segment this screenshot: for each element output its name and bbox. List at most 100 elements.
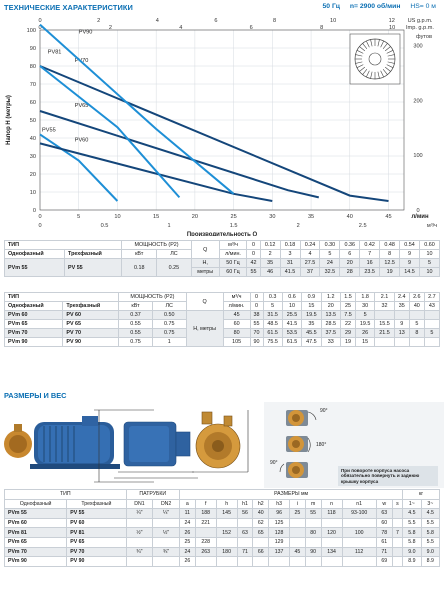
- feet-tick-label: 0: [416, 208, 419, 214]
- head-value: 15.5: [374, 319, 395, 329]
- dn1-value: ¼": [125, 508, 154, 519]
- dim-col-header: h: [215, 498, 238, 510]
- series-label-pv90: PV90: [79, 30, 93, 36]
- dn1-value: [125, 556, 154, 567]
- model-three: PV 60: [66, 517, 127, 529]
- dim-value: 78: [375, 527, 393, 538]
- q-lmin-value: 10: [281, 301, 303, 311]
- feet-tick-label: 200: [413, 98, 422, 104]
- dn2-value: ¾": [152, 546, 180, 558]
- y-tick-label: 40: [30, 136, 36, 142]
- impeller-icon: [349, 33, 401, 85]
- x-axis-title: Производительность Q: [187, 232, 258, 236]
- m3h-tick-label: 2: [297, 223, 300, 229]
- head-value: 105: [222, 337, 251, 347]
- q-header: Q: [185, 292, 224, 311]
- plot-frame: [39, 29, 405, 211]
- impeller-vane: [382, 68, 388, 75]
- dim-value: 137: [268, 546, 291, 558]
- model-single: PVm 60: [3, 517, 68, 529]
- head-value: 28.5: [320, 319, 341, 329]
- y-tick-label: 100: [27, 28, 36, 34]
- dim-value: 60: [375, 517, 393, 529]
- dim-value: 129: [268, 536, 291, 548]
- usgpm-tick-label: 4: [156, 18, 159, 24]
- dim-value: [215, 556, 238, 567]
- head-value: 8: [408, 328, 425, 338]
- dim-value: 125: [268, 517, 291, 529]
- series-label-pv81: PV81: [48, 49, 62, 55]
- q-m3h-value: 0.30: [319, 240, 341, 250]
- dim-value: [304, 517, 322, 529]
- q-lmin-value: 2: [259, 249, 281, 259]
- dim-value: 25: [289, 508, 306, 519]
- power-hp: 1: [151, 337, 187, 347]
- head-60hz: 32.5: [319, 267, 341, 277]
- impeller-vane: [380, 40, 384, 48]
- head-60hz: 55: [246, 267, 261, 277]
- x-tick-label: 15: [153, 214, 159, 220]
- type-header: ТИП: [3, 292, 120, 302]
- usgpm-tick-label: 0: [38, 18, 41, 24]
- head-60hz: 14.5: [399, 267, 420, 277]
- model-three: PV 55: [66, 508, 127, 519]
- impeller-vane: [384, 46, 391, 52]
- dim-value: 55: [304, 508, 322, 519]
- dim-value: [320, 536, 343, 548]
- head-value: 13.5: [320, 310, 341, 320]
- dim-value: 71: [375, 546, 393, 558]
- dimensions-table: ТИП ПАТРУБКИ РАЗМЕРЫ мм кг Однофазный Трехфаз…: [3, 489, 441, 567]
- page-header: ТЕХНИЧЕСКИЕ ХАРАКТЕРИСТИКИ 50 Гц n= 2900…: [4, 2, 440, 14]
- dim-value: 112: [341, 546, 377, 558]
- rotation-pump-bottom: [286, 462, 308, 478]
- h-label: H,: [190, 258, 220, 268]
- impeller-vane: [370, 71, 373, 79]
- table-row: PVm 60 PV 60 0.37 0.50 H, метры 45 38 31.5 25.5 1…: [3, 310, 441, 347]
- head-value: 61.5: [262, 328, 283, 338]
- head-value: 5: [408, 319, 425, 329]
- dim-col-header: i: [289, 498, 306, 510]
- model-single: PVm 65: [3, 536, 68, 548]
- head-60hz: 41.5: [279, 267, 301, 277]
- model-single: PVm 81: [3, 527, 68, 538]
- weight-1ph: 4.5: [402, 508, 422, 519]
- q-lmin-value: 4: [299, 249, 321, 259]
- rotation-arrows: [279, 411, 317, 473]
- head-value: [408, 310, 425, 320]
- model-three: PV 65: [62, 319, 120, 329]
- head-50hz: 9: [399, 258, 420, 268]
- dim-value: 120: [320, 527, 343, 538]
- table-header-row: ТИП ПАТРУБКИ РАЗМЕРЫ мм кг: [4, 489, 440, 500]
- head-50hz: 20: [339, 258, 361, 268]
- feet-unit: футов: [416, 34, 432, 40]
- head-value: 25.5: [281, 310, 303, 320]
- weight-1ph: 5.8: [402, 536, 422, 548]
- head-value: 33: [320, 337, 341, 347]
- q-m3h-value: 0.48: [379, 240, 401, 250]
- table-header-row: Однофазный Трехфазный кВт ЛС л/мин. 0 5 10 15 20 2…: [3, 301, 441, 311]
- dim-col-header: h3: [268, 498, 291, 510]
- y-tick-label: 30: [30, 154, 36, 160]
- q-lmin-value: 25: [339, 301, 357, 311]
- impgpm-tick-label: 8: [320, 25, 323, 31]
- head-value: 38: [249, 310, 264, 320]
- table-row: PVm 55 PV 55 0.18 0.25 H, 50 Гц 42 35 31 27.5 24 20…: [4, 258, 441, 277]
- usgpm-unit: US g.p.m.: [408, 18, 433, 24]
- dim-value: [320, 556, 343, 567]
- head-value: 5: [423, 328, 441, 338]
- weight-3ph: 4.5: [420, 508, 441, 519]
- q-m3h-value: 0.12: [259, 240, 281, 250]
- dim-value: [215, 536, 238, 548]
- dim-col-header: w: [375, 498, 393, 510]
- impeller-vane: [356, 64, 364, 68]
- impgpm-tick-label: 6: [250, 25, 253, 31]
- head-value: 19.5: [301, 310, 322, 320]
- dim-value: 63: [375, 508, 393, 519]
- series-line-pv65: [39, 110, 320, 199]
- m3h-tick-label: 1.5: [230, 223, 238, 229]
- q-lmin-value: 0: [246, 249, 261, 259]
- dim-value: 62: [252, 517, 270, 529]
- dim-value: 24: [178, 517, 196, 529]
- dn2-value: ½": [152, 527, 180, 538]
- table-row: PVm 55 PV 55 ¼" ¼" 11 188 145 56 40 96 25 55 118 93-1…: [3, 508, 441, 519]
